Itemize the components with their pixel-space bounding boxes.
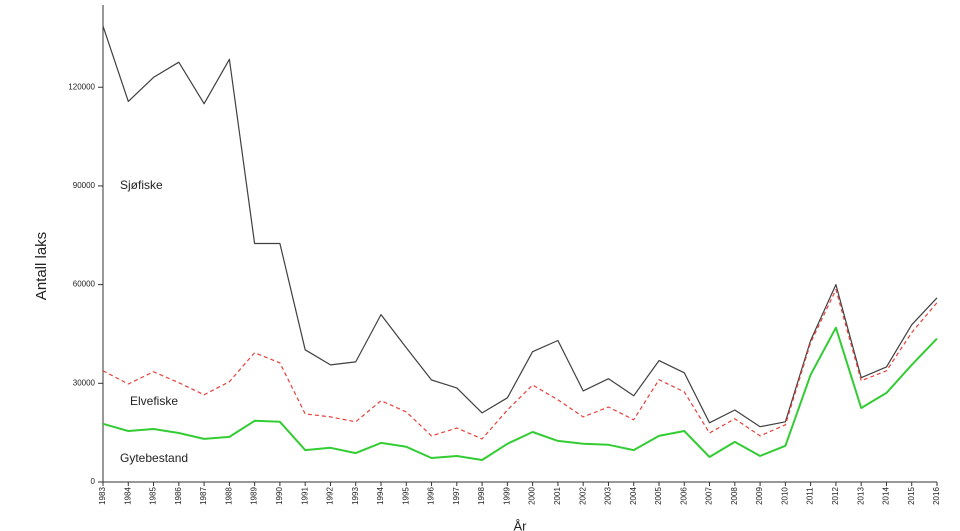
series-label: Gytebestand bbox=[120, 451, 188, 465]
x-tick-label: 1985 bbox=[149, 487, 158, 505]
series-label: Elvefiske bbox=[130, 394, 178, 408]
x-tick-label: 2000 bbox=[528, 487, 537, 505]
x-tick-label: 2012 bbox=[831, 487, 840, 505]
x-tick-label: 1996 bbox=[427, 487, 436, 505]
x-tick-label: 1998 bbox=[477, 487, 486, 505]
x-tick-label: 1988 bbox=[224, 487, 233, 505]
y-tick-label: 0 bbox=[91, 477, 96, 486]
series-line bbox=[102, 289, 938, 440]
y-tick-label: 120000 bbox=[68, 82, 95, 91]
x-tick-label: 1983 bbox=[98, 487, 107, 505]
x-tick-label: 2010 bbox=[780, 487, 789, 505]
x-tick-label: 2001 bbox=[553, 487, 562, 505]
x-tick-label: 1999 bbox=[502, 487, 511, 505]
x-tick-label: 1997 bbox=[452, 487, 461, 505]
x-tick-label: 1994 bbox=[376, 487, 385, 505]
series-label: Sjøfiske bbox=[120, 178, 163, 192]
y-tick-label: 60000 bbox=[73, 280, 96, 289]
x-tick-label: 2002 bbox=[578, 487, 587, 505]
x-axis-label: År bbox=[514, 518, 528, 531]
x-tick-label: 2007 bbox=[705, 487, 714, 505]
x-tick-label: 1986 bbox=[174, 487, 183, 505]
y-tick-label: 30000 bbox=[73, 378, 96, 387]
x-tick-label: 1989 bbox=[250, 487, 259, 505]
x-tick-label: 2005 bbox=[654, 487, 663, 505]
y-axis-label: Antall laks bbox=[33, 232, 50, 300]
x-tick-label: 2008 bbox=[730, 487, 739, 505]
series-line bbox=[102, 326, 938, 461]
x-tick-label: 1987 bbox=[199, 487, 208, 505]
x-tick-label: 1991 bbox=[300, 487, 309, 505]
x-tick-label: 2011 bbox=[806, 487, 815, 505]
y-tick-label: 90000 bbox=[73, 181, 96, 190]
x-tick-label: 2015 bbox=[907, 487, 916, 505]
x-tick-label: 1984 bbox=[123, 487, 132, 505]
x-tick-label: 1990 bbox=[275, 487, 284, 505]
x-tick-label: 2006 bbox=[679, 487, 688, 505]
series-line bbox=[102, 25, 938, 428]
x-tick-label: 2004 bbox=[629, 487, 638, 505]
x-tick-label: 1995 bbox=[401, 487, 410, 505]
x-tick-label: 2016 bbox=[932, 487, 941, 505]
x-tick-label: 2009 bbox=[755, 487, 764, 505]
x-tick-label: 1993 bbox=[351, 487, 360, 505]
x-tick-label: 2013 bbox=[856, 487, 865, 505]
x-tick-label: 2014 bbox=[882, 487, 891, 505]
x-tick-label: 1992 bbox=[326, 487, 335, 505]
x-tick-label: 2003 bbox=[604, 487, 613, 505]
